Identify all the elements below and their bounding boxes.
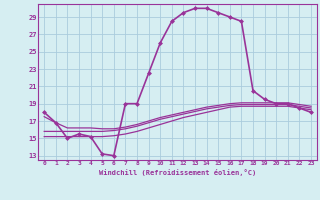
- X-axis label: Windchill (Refroidissement éolien,°C): Windchill (Refroidissement éolien,°C): [99, 169, 256, 176]
